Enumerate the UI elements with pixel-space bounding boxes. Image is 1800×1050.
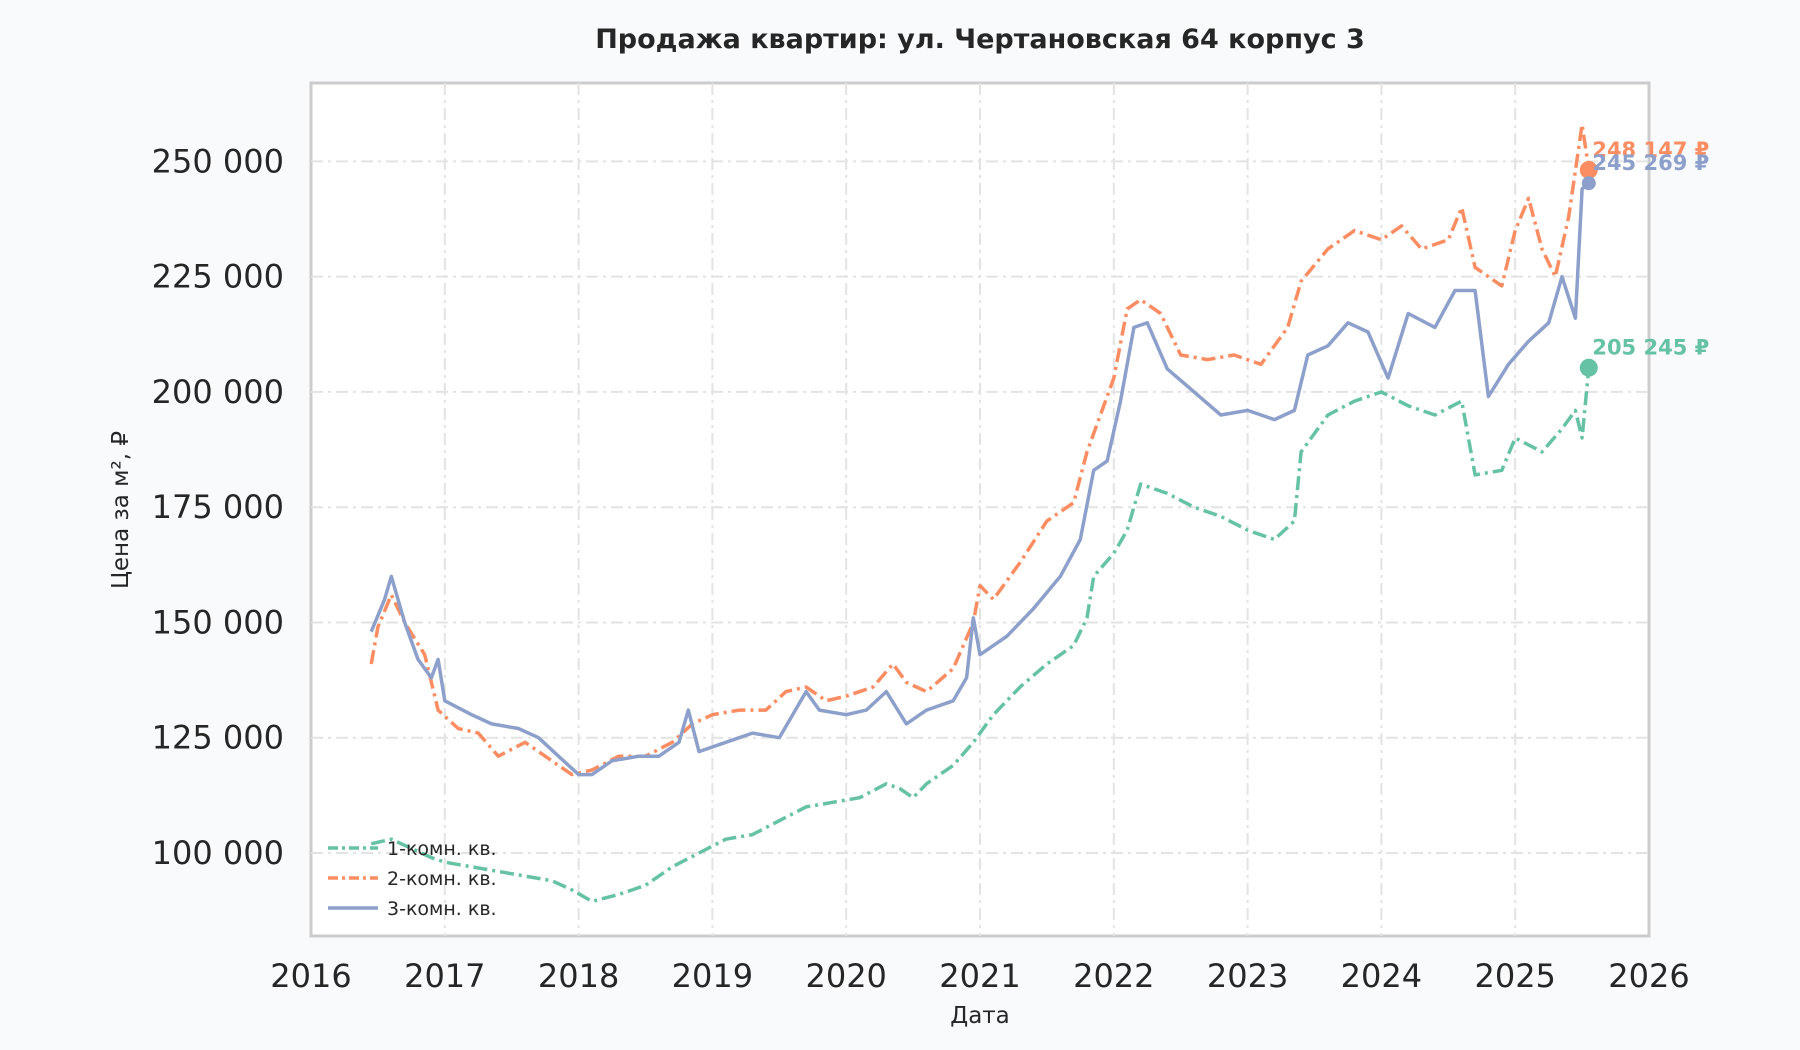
- series-lines: [369, 122, 1591, 904]
- y-tick-labels: 100 000 125 000 150 000 175 000 200 000 225 0…: [152, 142, 284, 872]
- y-axis-label: Цена за м², ₽: [108, 431, 134, 589]
- x-tick-label: 2016: [270, 957, 351, 995]
- x-tick-label: 2017: [404, 957, 485, 995]
- x-tick-label: 2024: [1341, 957, 1422, 995]
- x-axis-label: Дата: [950, 1003, 1010, 1029]
- x-tick-label: 2023: [1207, 957, 1288, 995]
- series-line: [369, 122, 1591, 777]
- end-point-marker: [1581, 176, 1596, 191]
- legend-entry: 3-комн. кв.: [387, 898, 497, 920]
- series-line: [369, 181, 1590, 777]
- y-tick-label: 225 000: [152, 258, 284, 296]
- x-tick-labels: 2016 2017 2018 2019 2020 2021 2022 2023 2024 2025…: [270, 957, 1689, 995]
- end-point-marker: [1579, 358, 1598, 377]
- series-line: [370, 367, 1591, 904]
- y-tick-label: 175 000: [152, 488, 284, 526]
- end-value-label: 205 245 ₽: [1592, 336, 1709, 360]
- x-tick-label: 2020: [805, 957, 886, 995]
- chart-title: Продажа квартир: ул. Чертановская 64 кор…: [595, 24, 1365, 55]
- y-tick-label: 150 000: [152, 603, 284, 641]
- y-tick-label: 250 000: [152, 142, 284, 180]
- legend: 1-комн. кв. 2-комн. кв. 3-комн. кв.: [328, 838, 497, 920]
- grid: [311, 83, 1649, 936]
- end-point-marker: [1579, 160, 1598, 179]
- x-tick-label: 2021: [939, 957, 1020, 995]
- x-tick-label: 2026: [1608, 957, 1689, 995]
- x-tick-label: 2022: [1073, 957, 1154, 995]
- end-value-label: 245 269 ₽: [1592, 151, 1709, 175]
- x-tick-label: 2018: [538, 957, 619, 995]
- legend-entry: 2-комн. кв.: [387, 868, 497, 890]
- y-tick-label: 125 000: [152, 719, 284, 757]
- end-labels: 205 245 ₽ 248 147 ₽245 269 ₽: [1579, 138, 1709, 377]
- x-tick-label: 2019: [672, 957, 753, 995]
- y-tick-label: 200 000: [152, 373, 284, 411]
- y-tick-label: 100 000: [152, 834, 284, 872]
- end-value-label: 248 147 ₽: [1592, 138, 1709, 162]
- x-tick-label: 2025: [1474, 957, 1555, 995]
- legend-entry: 1-комн. кв.: [387, 838, 497, 860]
